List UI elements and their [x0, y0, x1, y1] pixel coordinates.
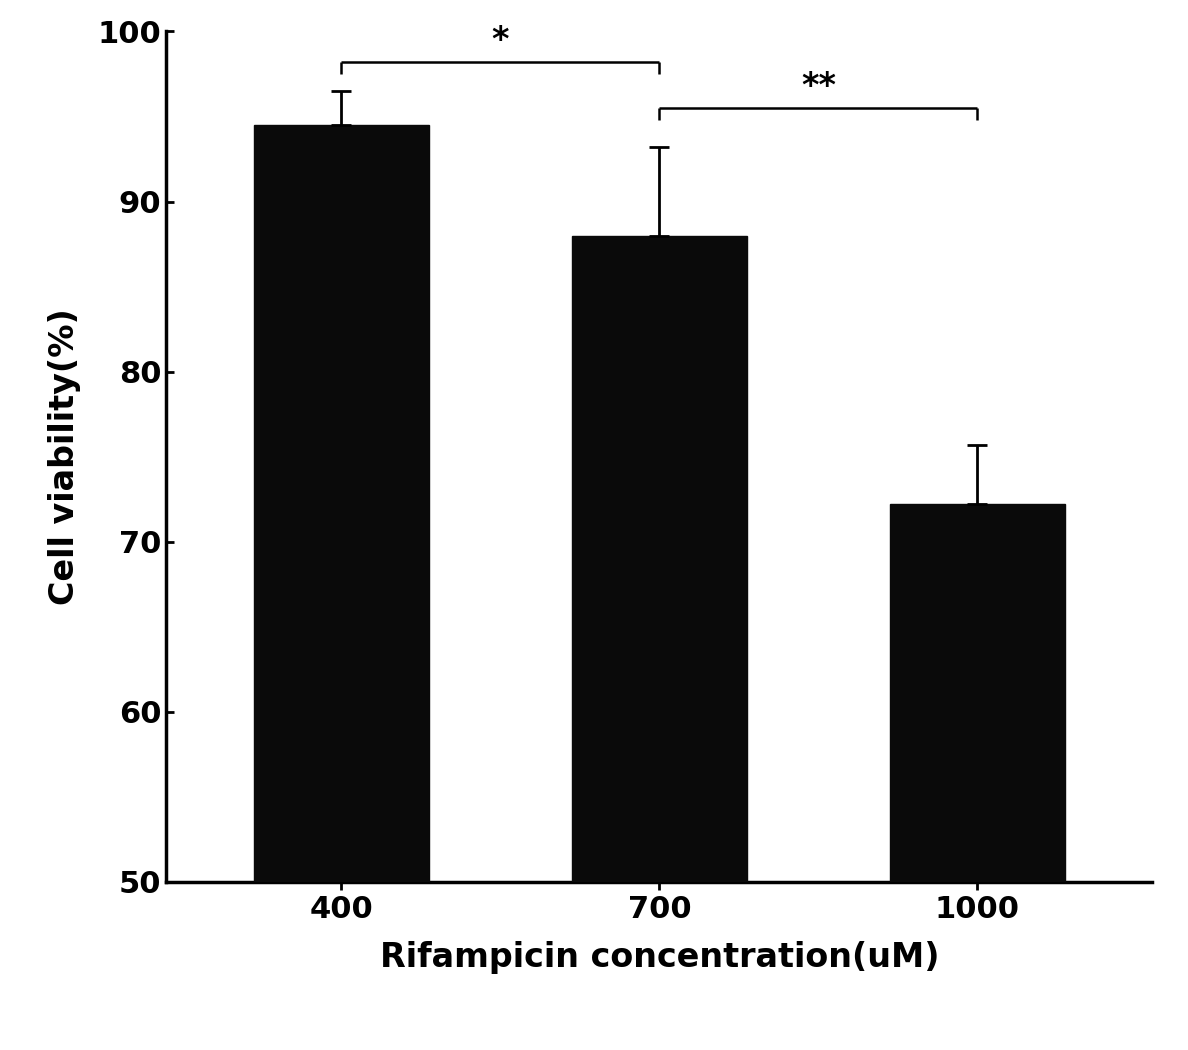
Text: **: ** — [801, 70, 836, 103]
X-axis label: Rifampicin concentration(uM): Rifampicin concentration(uM) — [380, 941, 939, 973]
Bar — [254, 125, 429, 882]
Bar — [890, 504, 1064, 882]
Bar — [571, 235, 747, 882]
Y-axis label: Cell viability(%): Cell viability(%) — [48, 309, 81, 605]
Text: *: * — [492, 24, 508, 57]
